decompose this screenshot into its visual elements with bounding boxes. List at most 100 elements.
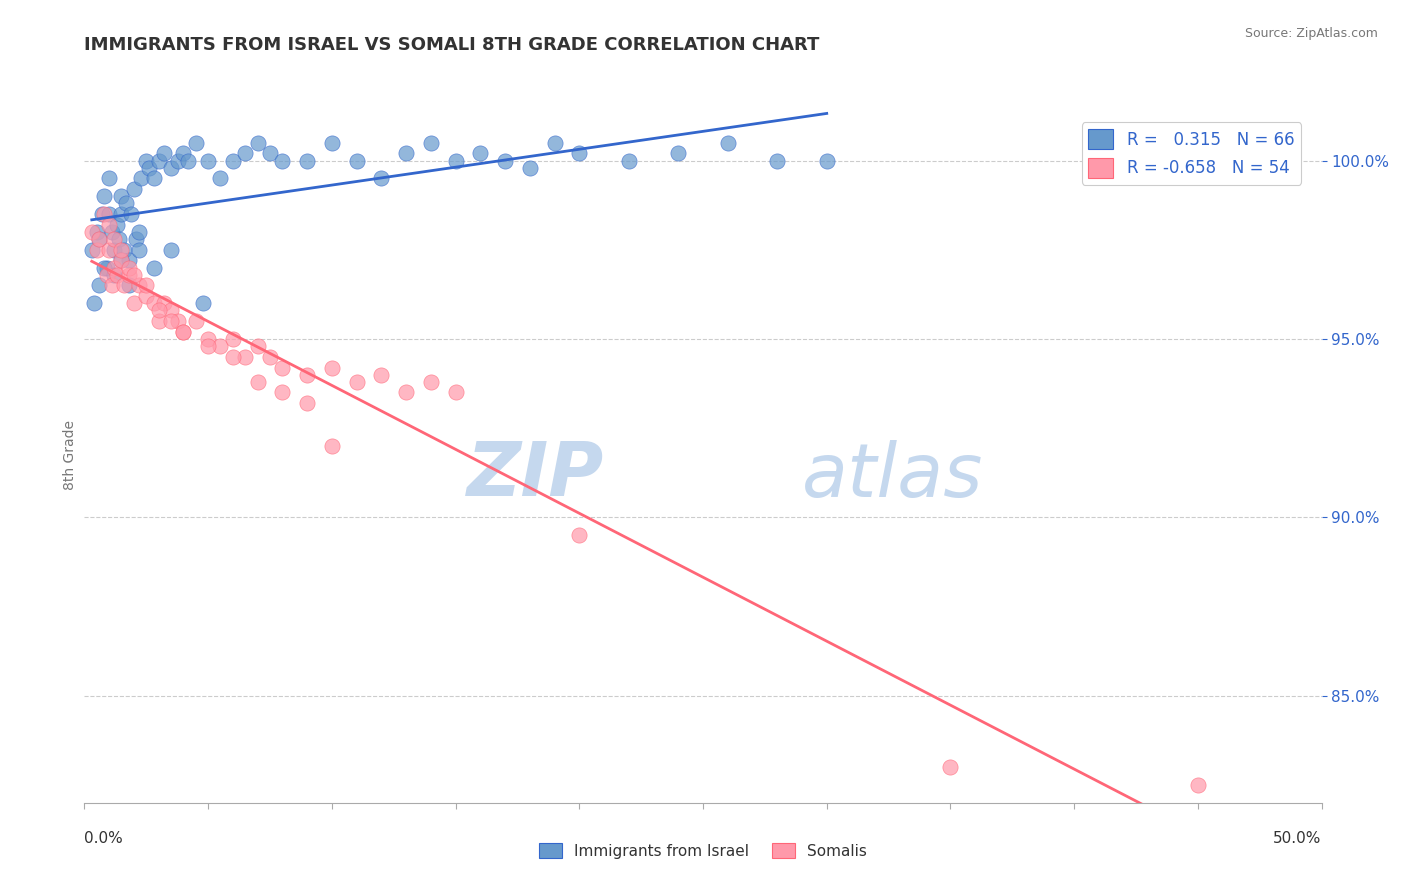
Point — [419, 136, 441, 150]
Point — [103, 232, 125, 246]
Text: 50.0%: 50.0% — [1274, 830, 1322, 846]
Point — [177, 153, 200, 168]
Point — [321, 360, 343, 375]
Point — [395, 146, 418, 161]
Point — [295, 396, 318, 410]
Point — [135, 153, 157, 168]
Point — [128, 278, 150, 293]
Point — [370, 368, 392, 382]
Point — [93, 189, 115, 203]
Point — [125, 232, 148, 246]
Point — [233, 350, 256, 364]
Point — [444, 385, 467, 400]
Point — [617, 153, 640, 168]
Text: IMMIGRANTS FROM ISRAEL VS SOMALI 8TH GRADE CORRELATION CHART: IMMIGRANTS FROM ISRAEL VS SOMALI 8TH GRA… — [84, 36, 820, 54]
Point — [148, 303, 170, 318]
Point — [370, 171, 392, 186]
Y-axis label: 8th Grade: 8th Grade — [63, 420, 77, 490]
Point — [103, 260, 125, 275]
Point — [271, 153, 294, 168]
Point — [118, 268, 141, 282]
Point — [122, 182, 145, 196]
Point — [110, 243, 132, 257]
Point — [110, 253, 132, 268]
Point — [222, 153, 245, 168]
Point — [160, 314, 183, 328]
Text: 0.0%: 0.0% — [84, 830, 124, 846]
Point — [766, 153, 789, 168]
Point — [346, 153, 368, 168]
Text: ZIP: ZIP — [467, 439, 605, 512]
Point — [142, 171, 165, 186]
Point — [86, 225, 108, 239]
Point — [222, 332, 245, 346]
Point — [80, 243, 103, 257]
Point — [233, 146, 256, 161]
Point — [444, 153, 467, 168]
Point — [100, 225, 122, 239]
Point — [89, 232, 111, 246]
Point — [395, 385, 418, 400]
Point — [167, 314, 190, 328]
Point — [197, 153, 219, 168]
Point — [209, 339, 232, 353]
Point — [197, 339, 219, 353]
Point — [128, 243, 150, 257]
Point — [172, 325, 194, 339]
Text: atlas: atlas — [801, 440, 983, 512]
Point — [246, 136, 269, 150]
Point — [80, 225, 103, 239]
Point — [197, 332, 219, 346]
Point — [98, 171, 121, 186]
Point — [246, 375, 269, 389]
Point — [1187, 778, 1209, 792]
Point — [118, 253, 141, 268]
Point — [110, 253, 132, 268]
Point — [172, 325, 194, 339]
Point — [110, 189, 132, 203]
Point — [160, 161, 183, 175]
Point — [152, 296, 174, 310]
Point — [112, 243, 135, 257]
Point — [118, 260, 141, 275]
Point — [259, 350, 281, 364]
Point — [494, 153, 516, 168]
Point — [148, 153, 170, 168]
Point — [115, 196, 138, 211]
Point — [271, 360, 294, 375]
Legend: Immigrants from Israel, Somalis: Immigrants from Israel, Somalis — [533, 837, 873, 864]
Point — [152, 146, 174, 161]
Point — [100, 278, 122, 293]
Point — [470, 146, 492, 161]
Point — [321, 439, 343, 453]
Point — [815, 153, 838, 168]
Point — [93, 260, 115, 275]
Point — [120, 207, 142, 221]
Point — [122, 296, 145, 310]
Point — [98, 207, 121, 221]
Point — [568, 528, 591, 542]
Point — [167, 153, 190, 168]
Point — [717, 136, 740, 150]
Point — [129, 171, 152, 186]
Point — [939, 760, 962, 774]
Point — [666, 146, 689, 161]
Point — [135, 278, 157, 293]
Point — [98, 243, 121, 257]
Point — [321, 136, 343, 150]
Point — [543, 136, 565, 150]
Point — [209, 171, 232, 186]
Point — [160, 303, 183, 318]
Point — [160, 243, 183, 257]
Point — [103, 268, 125, 282]
Point — [346, 375, 368, 389]
Point — [86, 243, 108, 257]
Point — [246, 339, 269, 353]
Point — [83, 296, 105, 310]
Point — [103, 243, 125, 257]
Point — [259, 146, 281, 161]
Point — [122, 268, 145, 282]
Point — [96, 268, 118, 282]
Point — [568, 146, 591, 161]
Point — [519, 161, 541, 175]
